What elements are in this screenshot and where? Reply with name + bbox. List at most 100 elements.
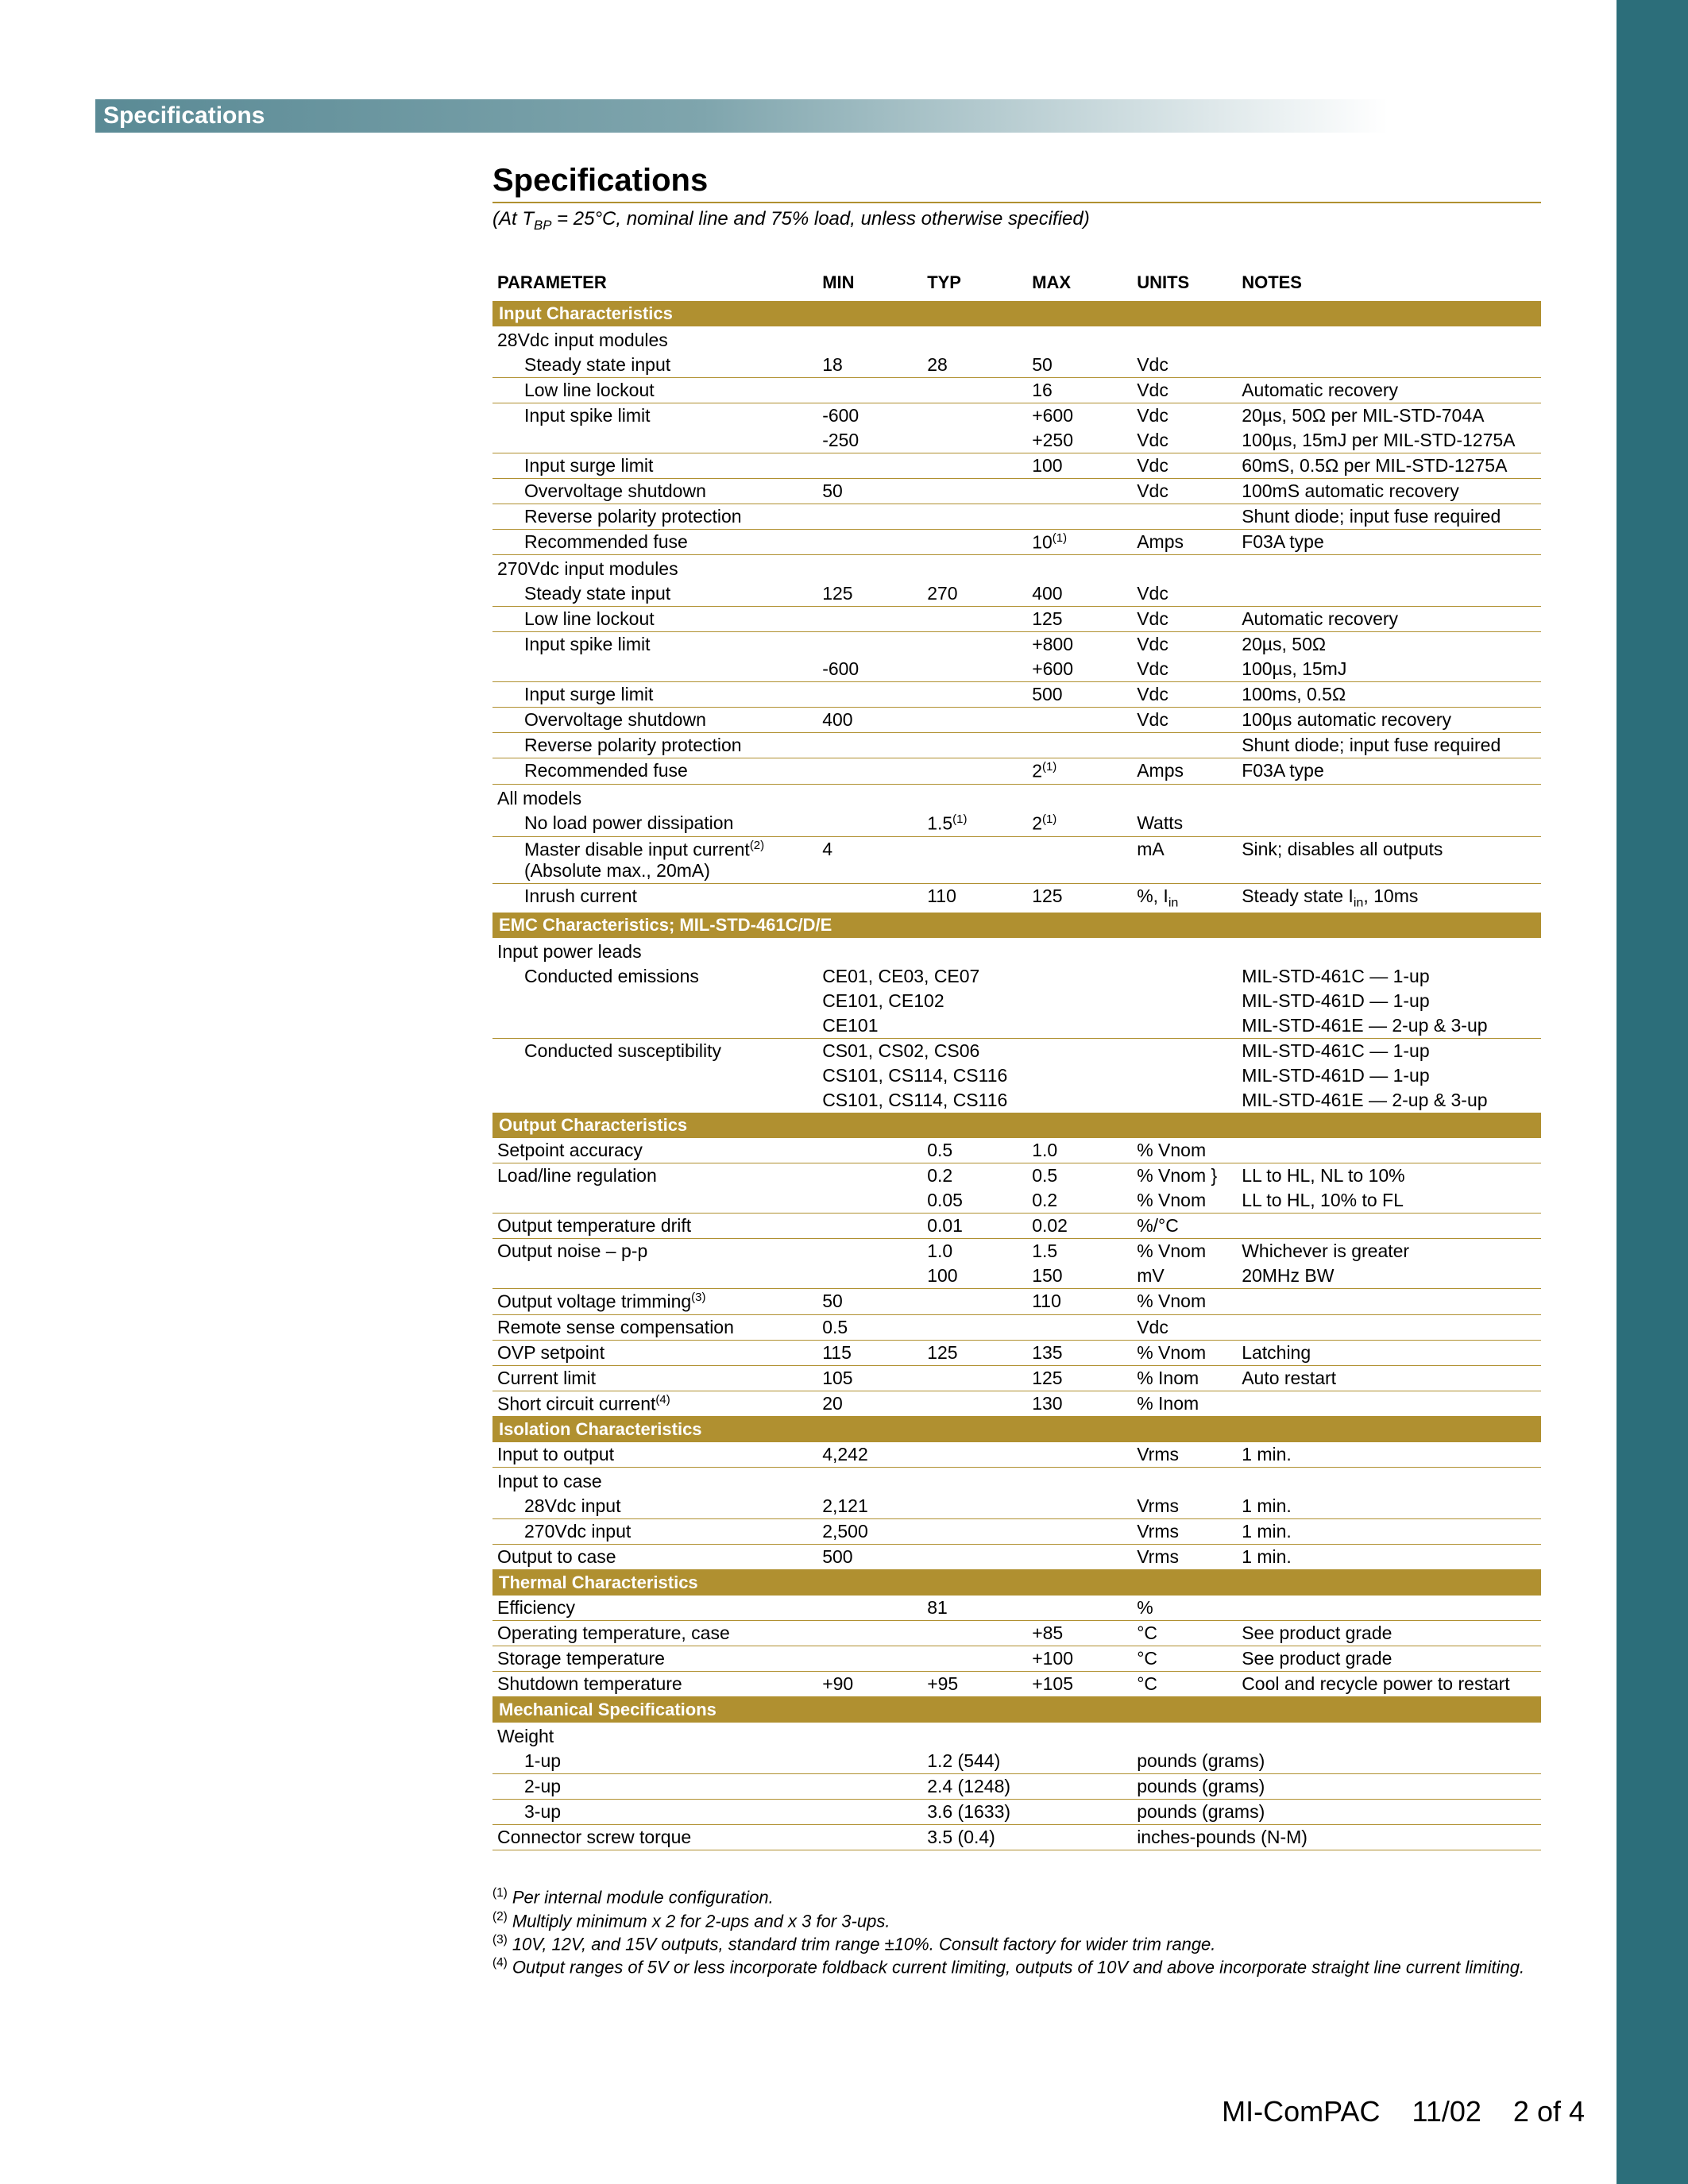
cell-notes: MIL-STD-461E — 2-up & 3-up: [1237, 1088, 1541, 1113]
cell-typ: [922, 1494, 1027, 1518]
table-row: Shutdown temperature+90+95+105°CCool and…: [492, 1672, 1541, 1696]
table-row: Overvoltage shutdown50Vdc100mS automatic…: [492, 479, 1541, 504]
section-header: Input Characteristics: [492, 301, 1541, 326]
group-row: Input power leads: [492, 938, 1541, 964]
cell-max: [1027, 1442, 1132, 1467]
cell-units: Vdc: [1132, 708, 1237, 732]
cell-min: [817, 1596, 922, 1620]
table-row: Output voltage trimming(3)50110% Vnom: [492, 1289, 1541, 1314]
cell-min: 18: [817, 353, 922, 377]
cell-min: [817, 1188, 922, 1213]
footnote: (2)Multiply minimum x 2 for 2-ups and x …: [492, 1910, 1541, 1931]
cell-units: Vdc: [1132, 581, 1237, 606]
cell-max: 100: [1027, 453, 1132, 478]
table-row: Input spike limit-600+600Vdc20µs, 50Ω pe…: [492, 403, 1541, 428]
cell-typ: [922, 428, 1027, 453]
table-row: 28Vdc input2,121Vrms1 min.: [492, 1494, 1541, 1518]
table-row: Reverse polarity protectionShunt diode; …: [492, 733, 1541, 758]
cell-min: [817, 504, 922, 529]
col-min: MIN: [817, 269, 922, 301]
table-row: Setpoint accuracy0.51.0% Vnom: [492, 1138, 1541, 1163]
cell-parameter: Remote sense compensation: [492, 1315, 817, 1340]
table-row: Current limit105125% InomAuto restart: [492, 1366, 1541, 1391]
cell-min: [817, 1800, 922, 1824]
cell-typ: 81: [922, 1596, 1027, 1620]
cell-max: +85: [1027, 1621, 1132, 1646]
group-row: Input to case: [492, 1468, 1541, 1494]
cell-min: [817, 1239, 922, 1264]
cell-units: Vrms: [1132, 1442, 1237, 1467]
section-title: EMC Characteristics; MIL-STD-461C/D/E: [492, 913, 1541, 938]
cell-units: [1132, 733, 1237, 758]
page-title: Specifications: [492, 163, 1541, 199]
cell-parameter: Input surge limit: [492, 453, 817, 478]
cell-max: [1027, 1596, 1132, 1620]
cell-min: CS01, CS02, CS06: [817, 1039, 1132, 1063]
table-row: 100150mV20MHz BW: [492, 1264, 1541, 1288]
cell-parameter: Operating temperature, case: [492, 1621, 817, 1646]
cell-notes: 20µs, 50Ω per MIL-STD-704A: [1237, 403, 1541, 428]
cell-units: Vrms: [1132, 1519, 1237, 1544]
cell-typ: [922, 1366, 1027, 1391]
group-label: All models: [492, 785, 1541, 811]
section-title: Isolation Characteristics: [492, 1417, 1541, 1442]
cell-notes: LL to HL, NL to 10%: [1237, 1163, 1541, 1188]
cell-typ: 28: [922, 353, 1027, 377]
cell-notes: F03A type: [1237, 758, 1541, 784]
cell-min: CS101, CS114, CS116: [817, 1063, 1132, 1088]
cell-max: 135: [1027, 1341, 1132, 1365]
cell-units: mV: [1132, 1264, 1237, 1288]
cell-parameter: Reverse polarity protection: [492, 733, 817, 758]
cell-typ: [922, 1391, 1027, 1417]
cell-units: Vdc: [1132, 453, 1237, 478]
table-row: Output to case500Vrms1 min.: [492, 1545, 1541, 1569]
cell-typ: [922, 453, 1027, 478]
cell-max: [1027, 1519, 1132, 1544]
cell-units: % Vnom: [1132, 1138, 1237, 1163]
cell-notes: [1237, 1289, 1541, 1314]
cell-parameter: No load power dissipation: [492, 811, 817, 836]
table-row: 2-up2.4 (1248)pounds (grams): [492, 1774, 1541, 1799]
cell-units: pounds (grams): [1132, 1800, 1541, 1824]
footer-page: 2 of 4: [1513, 2095, 1585, 2128]
table-row: Input to output4,242Vrms1 min.: [492, 1442, 1541, 1467]
conditions-prefix: (At T: [492, 208, 534, 230]
cell-parameter: [492, 657, 817, 681]
cell-notes: 100mS automatic recovery: [1237, 479, 1541, 504]
cell-notes: MIL-STD-461C — 1-up: [1237, 964, 1541, 989]
cell-min: -600: [817, 403, 922, 428]
footnote: (3)10V, 12V, and 15V outputs, standard t…: [492, 1933, 1541, 1954]
table-row: Load/line regulation0.20.5% Vnom }LL to …: [492, 1163, 1541, 1188]
cell-parameter: Output temperature drift: [492, 1214, 817, 1238]
table-row: Remote sense compensation0.5Vdc: [492, 1315, 1541, 1340]
cell-parameter: Overvoltage shutdown: [492, 479, 817, 504]
cell-notes: Automatic recovery: [1237, 378, 1541, 403]
cell-notes: 100µs, 15mJ per MIL-STD-1275A: [1237, 428, 1541, 453]
cell-notes: [1237, 1214, 1541, 1238]
group-label: Input power leads: [492, 938, 1541, 964]
group-row: All models: [492, 785, 1541, 811]
group-row: 28Vdc input modules: [492, 326, 1541, 353]
cell-units: Vdc: [1132, 1315, 1237, 1340]
cell-units: %: [1132, 1596, 1237, 1620]
cell-min: 2,121: [817, 1494, 922, 1518]
cell-units: Amps: [1132, 530, 1237, 555]
cell-parameter: Input surge limit: [492, 682, 817, 707]
table-row: Inrush current110125%, IinSteady state I…: [492, 884, 1541, 913]
cell-min: [817, 1774, 922, 1799]
table-row: Operating temperature, case+85°CSee prod…: [492, 1621, 1541, 1646]
cell-typ: [922, 632, 1027, 657]
cell-units: [1132, 1039, 1237, 1063]
cell-notes: Auto restart: [1237, 1366, 1541, 1391]
cell-max: [1027, 1545, 1132, 1569]
cell-parameter: Shutdown temperature: [492, 1672, 817, 1696]
table-row: Input spike limit+800Vdc20µs, 50Ω: [492, 632, 1541, 657]
cell-min: 400: [817, 708, 922, 732]
header-band: Specifications: [95, 99, 1617, 133]
cell-notes: 1 min.: [1237, 1519, 1541, 1544]
cell-units: % Inom: [1132, 1366, 1237, 1391]
cell-parameter: Inrush current: [492, 884, 817, 913]
cell-units: [1132, 964, 1237, 989]
cell-max: 1.0: [1027, 1138, 1132, 1163]
cell-units: [1132, 1013, 1237, 1038]
